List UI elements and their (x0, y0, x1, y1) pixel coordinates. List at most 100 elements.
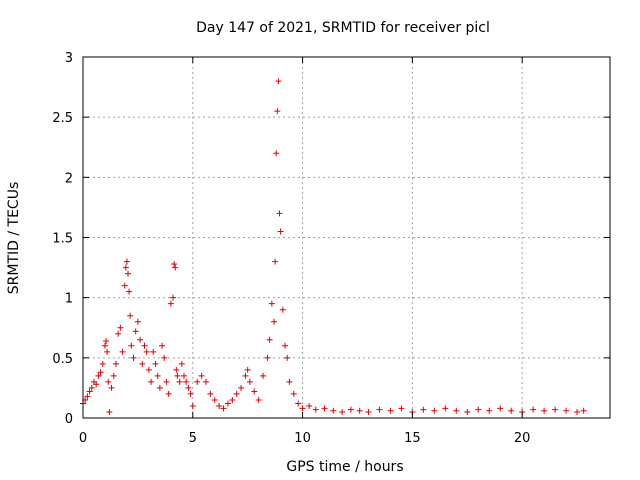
data-point (110, 372, 117, 379)
data-point (356, 407, 363, 414)
data-point (277, 228, 284, 235)
x-tick-label: 0 (79, 431, 87, 446)
data-point (187, 390, 194, 397)
data-point (229, 396, 236, 403)
data-point (264, 354, 271, 361)
data-point (141, 342, 148, 349)
data-point (347, 406, 354, 413)
data-point (115, 330, 122, 337)
data-point (431, 407, 438, 414)
data-point (365, 408, 372, 415)
data-point (122, 264, 129, 271)
data-point (181, 372, 188, 379)
x-tick-label: 10 (294, 431, 311, 446)
data-point (105, 378, 112, 385)
data-points (80, 78, 587, 415)
data-point (95, 372, 102, 379)
data-point (176, 378, 183, 385)
data-point (541, 407, 548, 414)
data-point (103, 337, 110, 344)
data-point (174, 372, 181, 379)
data-point (339, 408, 346, 415)
data-point (475, 406, 482, 413)
data-point (198, 372, 205, 379)
data-point (117, 324, 124, 331)
data-point (145, 366, 152, 373)
data-point (453, 407, 460, 414)
data-point (167, 300, 174, 307)
data-point (244, 366, 251, 373)
data-point (530, 406, 537, 413)
data-point (238, 384, 245, 391)
data-point (279, 306, 286, 313)
data-point (119, 348, 126, 355)
data-point (211, 396, 218, 403)
data-point (295, 400, 302, 407)
data-point (154, 372, 161, 379)
data-point (185, 384, 192, 391)
data-point (150, 348, 157, 355)
data-point (108, 384, 115, 391)
data-point (442, 405, 449, 412)
data-point (170, 294, 177, 301)
y-tick-label: 3 (65, 51, 73, 66)
data-point (159, 342, 166, 349)
data-point (271, 318, 278, 325)
data-point (130, 354, 137, 361)
data-point (93, 381, 100, 388)
data-point (123, 258, 130, 265)
data-point (128, 342, 135, 349)
data-point (220, 405, 227, 412)
data-point (273, 150, 280, 157)
data-point (290, 390, 297, 397)
data-point (486, 407, 493, 414)
data-point (420, 406, 427, 413)
data-point (99, 360, 106, 367)
data-point (178, 360, 185, 367)
data-point (299, 405, 306, 412)
grid-lines (83, 57, 610, 418)
data-point (194, 378, 201, 385)
data-point (563, 407, 570, 414)
data-point (464, 408, 471, 415)
data-point (148, 378, 155, 385)
data-point (202, 378, 209, 385)
x-axis-label: GPS time / hours (286, 459, 403, 475)
plot-frame (82, 56, 611, 419)
data-point (88, 384, 95, 391)
data-point (171, 260, 178, 267)
data-point (104, 348, 111, 355)
data-point (163, 378, 170, 385)
data-point (282, 342, 289, 349)
x-tick-label: 20 (514, 431, 531, 446)
x-tick-label: 15 (404, 431, 421, 446)
data-point (246, 378, 253, 385)
data-point (312, 406, 319, 413)
data-point (106, 408, 113, 415)
data-point (207, 390, 214, 397)
data-point (121, 282, 128, 289)
y-tick-label: 0.5 (52, 352, 73, 367)
data-point (251, 388, 258, 395)
y-tick-label: 0 (65, 412, 73, 427)
axis-ticks: 0 5 10 15 20 0 0.5 1 1.5 2 2.5 3 (52, 51, 610, 446)
chart-title: Day 147 of 2021, SRMTID for receiver pic… (196, 20, 490, 36)
data-point (233, 390, 240, 397)
data-point (125, 270, 132, 277)
data-point (134, 318, 141, 325)
data-point (268, 300, 275, 307)
data-point (330, 407, 337, 414)
data-point (189, 402, 196, 409)
data-point (398, 405, 405, 412)
y-tick-label: 1.5 (52, 232, 73, 247)
data-point (86, 388, 93, 395)
data-point (161, 354, 168, 361)
data-point (508, 407, 515, 414)
y-tick-label: 2 (65, 171, 73, 186)
data-point (101, 342, 108, 349)
data-point (272, 258, 279, 265)
data-point (376, 406, 383, 413)
data-point (152, 360, 159, 367)
data-point (275, 78, 282, 85)
data-point (132, 328, 139, 335)
